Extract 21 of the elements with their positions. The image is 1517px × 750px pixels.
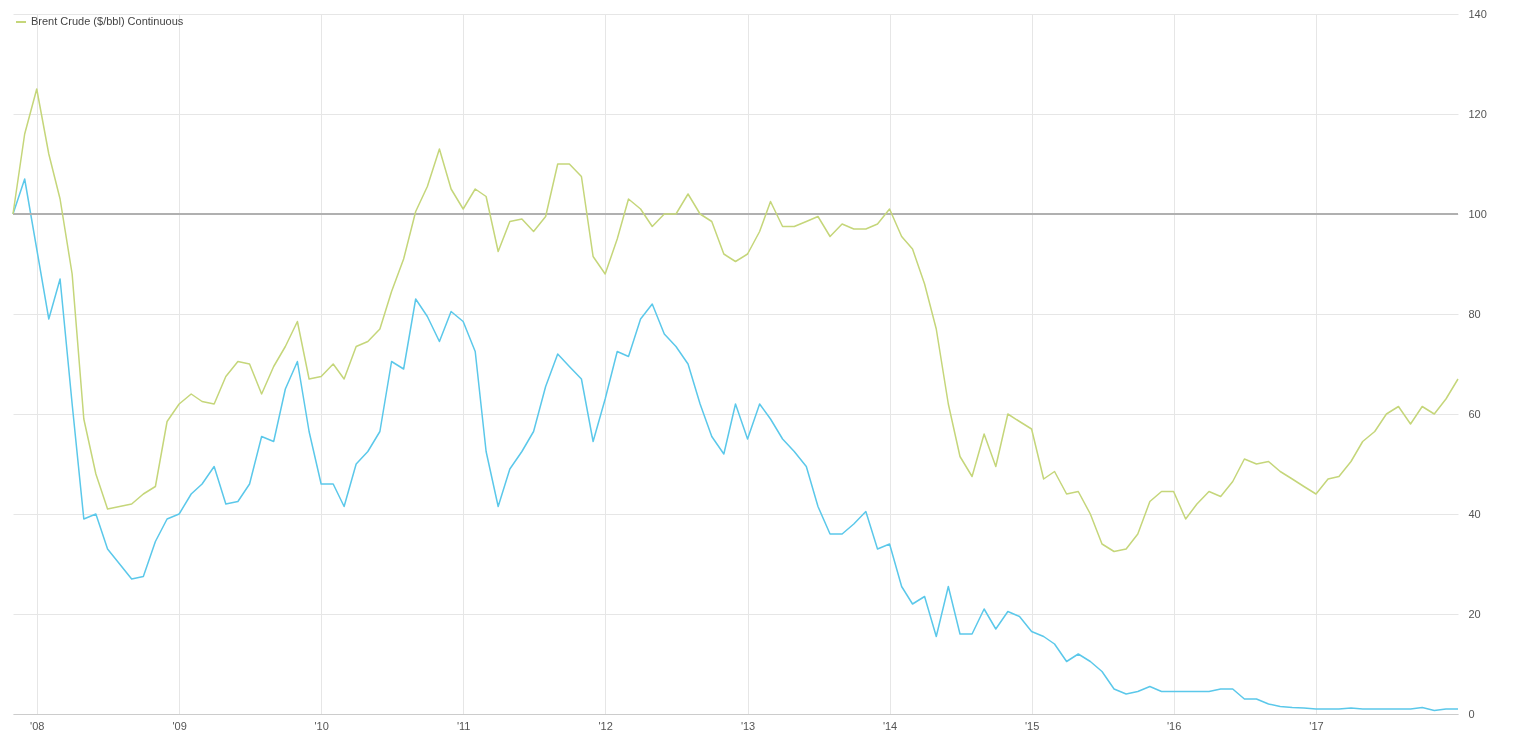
x-tick-label: '17 (1309, 719, 1324, 732)
x-tick-label: '15 (1024, 719, 1040, 732)
y-tick-label: 60 (1468, 407, 1481, 420)
y-tick-label: 120 (1468, 107, 1487, 120)
y-tick-label: 80 (1468, 307, 1481, 320)
legend-label: Brent Crude ($/bbl) Continuous (31, 15, 184, 27)
y-tick-label: 100 (1468, 207, 1487, 220)
x-tick-label: '09 (172, 719, 187, 732)
line-series (12, 88, 1459, 553)
x-tick-label: '08 (30, 719, 45, 732)
x-tick-label: '10 (314, 719, 329, 732)
x-tick-label: '11 (456, 719, 471, 732)
x-tick-label: '14 (882, 719, 898, 732)
x-tick-label: '16 (1166, 719, 1182, 732)
y-tick-label: 0 (1468, 707, 1475, 720)
x-tick-label: '13 (740, 719, 756, 732)
y-tick-label: 20 (1468, 607, 1481, 620)
line-series (12, 178, 1459, 712)
x-tick-label: '12 (598, 719, 613, 732)
y-tick-label: 40 (1468, 507, 1481, 520)
y-tick-label: 140 (1468, 7, 1487, 20)
